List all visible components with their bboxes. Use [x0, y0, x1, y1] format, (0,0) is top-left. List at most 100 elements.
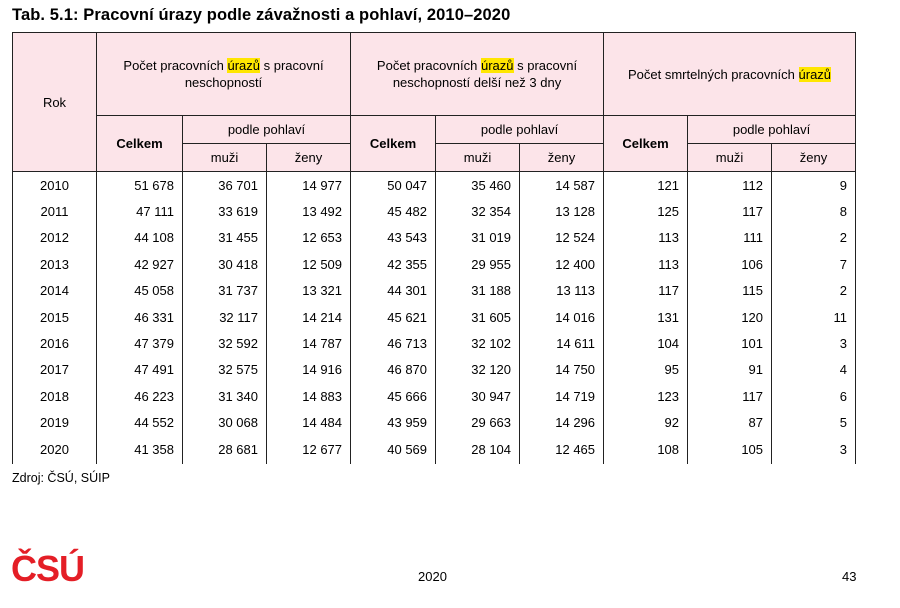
header-podle-pohlavi: podle pohlaví — [181, 115, 352, 144]
header-podle-pohlavi: podle pohlaví — [687, 115, 857, 144]
cell-celkem-3d: 44 301 — [350, 277, 437, 304]
cell-celkem-3d: 46 870 — [350, 356, 437, 384]
cell-muzi: 28 681 — [182, 435, 267, 464]
cell-zeny: 14 916 — [265, 356, 352, 384]
table-row: 2014 45 058 31 737 13 321 44 301 31 188 13 113… — [12, 277, 857, 304]
cell-celkem-fatal: 92 — [603, 409, 689, 436]
cell-zeny: 12 677 — [265, 435, 352, 464]
cell-muzi: 31 455 — [182, 224, 267, 252]
table-row: 2011 47 111 33 619 13 492 45 482 32 354 13 128… — [12, 198, 857, 225]
cell-celkem-fatal: 117 — [603, 277, 689, 304]
cell-celkem: 42 927 — [96, 251, 183, 278]
cell-muzi-fatal: 117 — [687, 383, 773, 410]
header-zeny: ženy — [265, 143, 352, 172]
cell-celkem-fatal: 123 — [603, 383, 689, 410]
cell-zeny-3d: 12 524 — [519, 224, 605, 252]
header-group-injuries: Počet pracovních úrazů s pracovní nescho… — [95, 32, 352, 116]
cell-muzi: 31 340 — [182, 383, 267, 410]
cell-celkem: 41 358 — [96, 435, 183, 464]
cell-celkem-fatal: 113 — [603, 224, 689, 252]
header-celkem: Celkem — [603, 115, 689, 172]
cell-rok: 2016 — [12, 330, 97, 357]
cell-zeny: 14 214 — [265, 303, 352, 331]
cell-muzi-3d: 32 354 — [435, 198, 521, 225]
cell-muzi-fatal: 112 — [687, 171, 773, 199]
cell-zeny-fatal: 2 — [771, 224, 857, 252]
cell-zeny-fatal: 6 — [771, 383, 857, 410]
header-celkem: Celkem — [350, 115, 437, 172]
cell-zeny: 14 484 — [265, 409, 352, 436]
cell-celkem-3d: 50 047 — [350, 171, 437, 199]
cell-zeny-fatal: 9 — [771, 171, 857, 199]
cell-muzi-fatal: 105 — [687, 435, 773, 464]
cell-zeny: 13 321 — [265, 277, 352, 304]
cell-zeny-fatal: 3 — [771, 435, 857, 464]
header-group-injuries-3days: Počet pracovních úrazů s pracovní nescho… — [350, 32, 605, 116]
cell-zeny-fatal: 11 — [771, 303, 857, 331]
header-podle-pohlavi: podle pohlaví — [435, 115, 605, 144]
cell-celkem-3d: 43 959 — [350, 409, 437, 436]
cell-zeny-fatal: 8 — [771, 198, 857, 225]
cell-celkem: 47 111 — [96, 198, 183, 225]
header-zeny: ženy — [519, 143, 605, 172]
cell-zeny-fatal: 5 — [771, 409, 857, 436]
cell-zeny-3d: 12 400 — [519, 251, 605, 278]
table-row: 2010 51 678 36 701 14 977 50 047 35 460 14 587… — [12, 171, 857, 199]
cell-rok: 2010 — [12, 171, 97, 199]
cell-muzi-fatal: 115 — [687, 277, 773, 304]
cell-rok: 2011 — [12, 198, 97, 225]
cell-muzi-3d: 28 104 — [435, 435, 521, 464]
cell-muzi-fatal: 87 — [687, 409, 773, 436]
footer-year: 2020 — [418, 569, 447, 584]
cell-zeny: 13 492 — [265, 198, 352, 225]
cell-celkem-3d: 40 569 — [350, 435, 437, 464]
cell-celkem-3d: 45 666 — [350, 383, 437, 410]
cell-zeny-3d: 14 750 — [519, 356, 605, 384]
header-group-fatal: Počet smrtelných pracovních úrazů — [603, 32, 857, 116]
cell-muzi-3d: 31 605 — [435, 303, 521, 331]
header-celkem: Celkem — [96, 115, 183, 172]
cell-muzi-3d: 35 460 — [435, 171, 521, 199]
cell-zeny-3d: 14 719 — [519, 383, 605, 410]
cell-zeny-3d: 13 128 — [519, 198, 605, 225]
cell-rok: 2019 — [12, 409, 97, 436]
cell-rok: 2014 — [12, 277, 97, 304]
page-number: 43 — [842, 569, 857, 584]
table-row: 2015 46 331 32 117 14 214 45 621 31 605 14 016… — [12, 303, 857, 331]
cell-celkem: 44 108 — [96, 224, 183, 252]
highlight-uraz: úrazů — [480, 58, 514, 73]
cell-muzi-fatal: 111 — [687, 224, 773, 252]
cell-muzi: 32 592 — [182, 330, 267, 357]
header-zeny: ženy — [771, 143, 857, 172]
csu-logo: ČSÚ — [11, 548, 85, 589]
cell-zeny: 14 787 — [265, 330, 352, 357]
cell-rok: 2020 — [12, 435, 97, 464]
highlight-uraz: úrazů — [798, 66, 832, 82]
cell-rok: 2015 — [12, 303, 97, 331]
cell-zeny: 12 653 — [265, 224, 352, 252]
cell-celkem: 45 058 — [96, 277, 183, 304]
cell-celkem-fatal: 121 — [603, 171, 689, 199]
cell-rok: 2017 — [12, 356, 97, 384]
cell-muzi: 32 117 — [182, 303, 267, 331]
cell-zeny-fatal: 7 — [771, 251, 857, 278]
injury-table: Rok Počet pracovních úrazů s pracovní ne… — [12, 32, 857, 464]
cell-zeny: 12 509 — [265, 251, 352, 278]
cell-muzi-3d: 30 947 — [435, 383, 521, 410]
header-muzi: muži — [435, 143, 521, 172]
cell-celkem: 47 379 — [96, 330, 183, 357]
cell-muzi-3d: 32 120 — [435, 356, 521, 384]
cell-zeny-3d: 14 611 — [519, 330, 605, 357]
cell-zeny-fatal: 4 — [771, 356, 857, 384]
cell-rok: 2012 — [12, 224, 97, 252]
cell-celkem: 47 491 — [96, 356, 183, 384]
cell-muzi-fatal: 106 — [687, 251, 773, 278]
cell-muzi-3d: 32 102 — [435, 330, 521, 357]
cell-zeny-fatal: 3 — [771, 330, 857, 357]
cell-celkem-fatal: 104 — [603, 330, 689, 357]
cell-celkem: 44 552 — [96, 409, 183, 436]
cell-muzi: 32 575 — [182, 356, 267, 384]
cell-zeny: 14 883 — [265, 383, 352, 410]
highlight-uraz: úrazů — [227, 58, 260, 73]
cell-muzi-fatal: 120 — [687, 303, 773, 331]
